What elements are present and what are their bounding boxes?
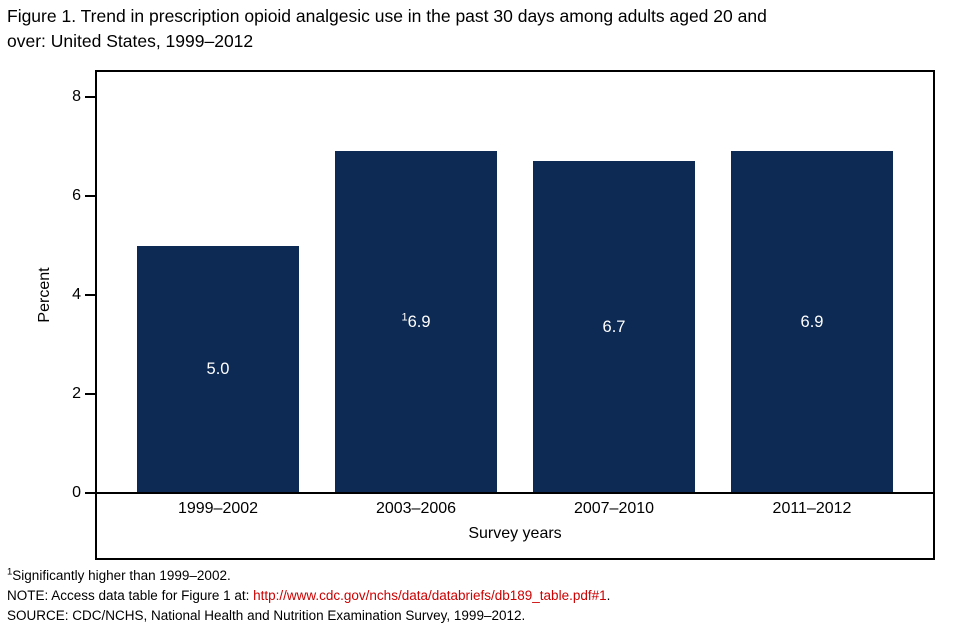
x-category-label: 2007–2010 [573, 500, 655, 517]
footnotes: 1Significantly higher than 1999–2002. NO… [7, 566, 610, 626]
figure-title: Figure 1. Trend in prescription opioid a… [7, 4, 955, 54]
y-tick-label: 2 [72, 385, 81, 402]
bar-value-label: 6.7 [602, 317, 626, 336]
x-axis-line [97, 492, 933, 494]
figure-title-line-2: over: United States, 1999–2012 [7, 31, 254, 51]
y-tick-label: 6 [72, 187, 81, 204]
x-category-label: 1999–2002 [177, 500, 259, 517]
y-axis-tick [85, 195, 95, 197]
bar-value-label: 16.9 [401, 311, 431, 331]
y-axis-title: Percent [36, 267, 53, 323]
data-table-link[interactable]: http://www.cdc.gov/nchs/data/databriefs/… [253, 588, 607, 603]
x-axis-categories: 1999–2002 2003–2006 2007–2010 2011–2012 [97, 500, 933, 518]
footnote-source: SOURCE: CDC/NCHS, National Health and Nu… [7, 608, 526, 623]
footnote-significance: 1Significantly higher than 1999–2002. [7, 566, 610, 586]
footnote-note: NOTE: Access data table for Figure 1 at:… [7, 586, 610, 606]
bar-2003–2006: 16.9 [335, 151, 497, 493]
y-tick-label: 4 [72, 286, 81, 303]
bar-group: 5.0 16.9 6.7 6.9 [97, 72, 933, 493]
y-axis-tick [85, 96, 95, 98]
footnote-superscript: 1 [7, 566, 13, 578]
figure-title-line-1: Figure 1. Trend in prescription opioid a… [7, 6, 767, 26]
chart-frame: 5.0 16.9 6.7 6.9 0 2 4 6 8 1999–2002 2003–2006 20… [72, 70, 935, 560]
x-axis-title: Survey years [468, 525, 562, 542]
footnote-significance-text: Significantly higher than 1999–2002. [12, 568, 231, 583]
bar-1999–2002: 5.0 [137, 245, 299, 493]
footnote-note-suffix: . [606, 588, 611, 603]
y-axis-tick [85, 294, 95, 296]
bar-value-label: 5.0 [206, 359, 230, 378]
x-category-label: 2011–2012 [772, 500, 852, 517]
y-tick-label: 0 [72, 484, 81, 501]
footnote-note-prefix: NOTE: Access data table for Figure 1 at: [7, 588, 254, 603]
y-tick-label: 8 [72, 88, 81, 105]
bar-value-superscript: 1 [401, 311, 408, 324]
bar-value-label: 6.9 [800, 312, 824, 331]
y-axis-tick [85, 393, 95, 395]
bar-2007–2010: 6.7 [533, 161, 695, 493]
x-category-label: 2003–2006 [375, 500, 457, 517]
y-axis-tick [85, 492, 95, 494]
bar-2011–2012: 6.9 [731, 151, 893, 493]
